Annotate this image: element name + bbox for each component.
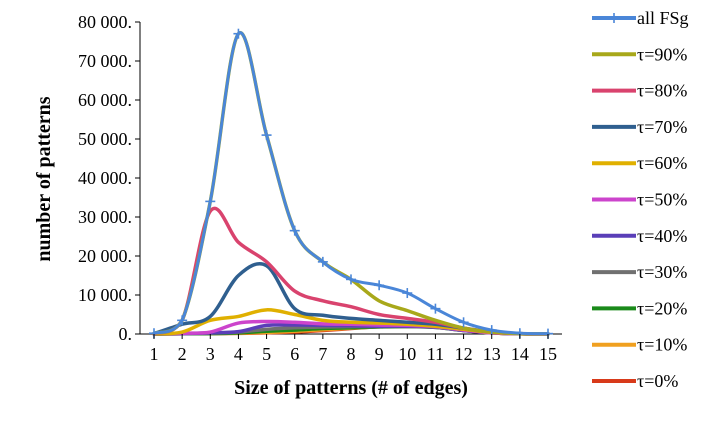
y-tick-label: 70 000. xyxy=(78,51,132,71)
x-tick-label: 3 xyxy=(206,344,215,364)
y-tick-label: 30 000. xyxy=(78,207,132,227)
legend-label: τ=40% xyxy=(637,226,687,246)
legend: all FSg τ=90% τ=80% τ=70% τ=60% τ=50% τ=40% τ=3… xyxy=(592,8,689,391)
legend-label: τ=10% xyxy=(637,335,687,355)
legend-item: τ=50% xyxy=(592,190,687,210)
x-tick-label: 12 xyxy=(455,344,473,364)
legend-label: all FSg xyxy=(637,8,689,28)
x-tick-label: 14 xyxy=(511,344,529,364)
x-tick-label: 1 xyxy=(150,344,159,364)
legend-item: τ=70% xyxy=(592,117,687,137)
data-point-marker xyxy=(261,130,272,141)
data-point-marker xyxy=(458,317,469,328)
series-lines xyxy=(149,28,553,339)
legend-item: τ=90% xyxy=(592,44,687,64)
y-tick-label: 20 000. xyxy=(78,246,132,266)
x-tick-label: 11 xyxy=(427,344,444,364)
x-tick-label: 8 xyxy=(347,344,356,364)
legend-item: all FSg xyxy=(592,8,689,28)
data-point-marker xyxy=(177,315,188,326)
legend-item: τ=0% xyxy=(592,371,678,391)
data-point-marker xyxy=(205,196,216,207)
data-point-marker xyxy=(402,288,413,299)
y-tick-label: 0. xyxy=(119,324,133,344)
x-axis-title: Size of patterns (# of edges) xyxy=(234,377,468,399)
legend-item: τ=20% xyxy=(592,298,687,318)
data-point-marker xyxy=(374,280,385,291)
y-axis-title: number of patterns xyxy=(33,96,55,261)
data-point-marker xyxy=(430,303,441,314)
y-tick-label: 60 000. xyxy=(78,90,132,110)
data-point-marker xyxy=(289,225,300,236)
series-line-all-fsg xyxy=(152,31,550,336)
legend-label: τ=50% xyxy=(637,190,687,210)
legend-label: τ=90% xyxy=(637,44,687,64)
data-point-marker xyxy=(233,28,244,39)
x-tick-label: 7 xyxy=(318,344,327,364)
legend-item: τ=40% xyxy=(592,226,687,246)
legend-item: τ=80% xyxy=(592,81,687,101)
y-tick-label: 80 000. xyxy=(78,12,132,32)
legend-label: τ=80% xyxy=(637,81,687,101)
data-point-marker xyxy=(346,274,356,285)
legend-label: τ=0% xyxy=(637,371,678,391)
x-tick-label: 2 xyxy=(178,344,187,364)
legend-label: τ=30% xyxy=(637,262,687,282)
y-tick-label: 50 000. xyxy=(78,129,132,149)
axes xyxy=(139,22,562,335)
legend-item: τ=60% xyxy=(592,153,687,173)
legend-label: τ=60% xyxy=(637,153,687,173)
x-tick-label: 4 xyxy=(234,344,243,364)
x-tick-label: 13 xyxy=(483,344,501,364)
y-tick-label: 10 000. xyxy=(78,285,132,305)
data-point-marker xyxy=(486,325,497,336)
x-tick-label: 6 xyxy=(290,344,299,364)
data-point-marker xyxy=(317,256,328,267)
legend-item: τ=10% xyxy=(592,335,687,355)
y-tick-label: 40 000. xyxy=(78,168,132,188)
legend-item: τ=30% xyxy=(592,262,687,282)
y-axis-ticks: 0. 10 000. 20 000. 30 000. 40 000. 50 000. 60 … xyxy=(78,12,140,344)
legend-label: τ=70% xyxy=(637,117,687,137)
x-axis-ticks: 1 2 3 4 5 6 7 8 9 10 11 12 13 14 15 xyxy=(150,334,557,364)
x-tick-label: 5 xyxy=(262,344,271,364)
x-tick-label: 15 xyxy=(539,344,557,364)
x-tick-label: 9 xyxy=(375,344,384,364)
x-tick-label: 10 xyxy=(398,344,416,364)
legend-label: τ=20% xyxy=(637,298,687,318)
